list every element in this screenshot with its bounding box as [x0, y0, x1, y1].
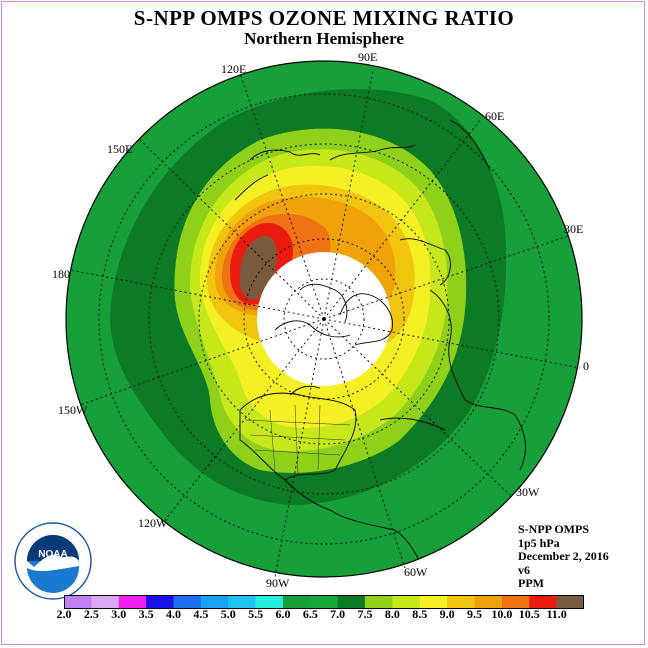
lon-label-30e: 30E [564, 222, 583, 236]
info-instrument: S-NPP OMPS [518, 522, 589, 536]
colorbar-ticks: 2.0 2.5 3.0 3.5 4.0 4.5 5.0 5.5 6.0 6.5 7.0 7.5 8.0 8… [0, 607, 648, 623]
colorbar-tick-label: 6.0 [275, 607, 291, 621]
colorbar-swatch [474, 595, 503, 609]
longitude-labels: 90E 60E 30E 0 30W 60W 90W 120W 150W 180 … [52, 50, 589, 590]
colorbar-swatch [447, 595, 475, 609]
lon-label-180: 180 [52, 267, 70, 281]
colorbar-tick-label: 3.5 [138, 607, 154, 621]
colorbar-frame [64, 595, 584, 609]
lon-label-60w: 60W [404, 565, 428, 579]
colorbar-tick-label: 2.5 [83, 607, 99, 621]
colorbar-swatch [146, 595, 174, 609]
lon-label-120w: 120W [138, 516, 168, 530]
colorbar-swatch [392, 595, 421, 609]
colorbar-tick-label: 6.5 [302, 607, 318, 621]
info-date: December 2, 2016 [518, 549, 609, 563]
lon-label-120e: 120E [221, 62, 246, 76]
info-level: 1p5 hPa [518, 535, 560, 550]
colorbar-swatch [255, 595, 284, 609]
colorbar-swatch [91, 595, 120, 609]
colorbar-tick-label: 5.0 [220, 607, 236, 621]
colorbar-tick-label: 10.0 [491, 607, 513, 621]
map-title: S-NPP OMPS OZONE MIXING RATIO [133, 6, 515, 30]
colorbar-swatch [282, 595, 311, 609]
colorbar-tick-label: 9.5 [467, 607, 483, 621]
colorbar-tick-label: 7.5 [357, 607, 373, 621]
colorbar-swatch [64, 595, 92, 609]
lon-label-0: 0 [583, 359, 589, 373]
graticule [69, 69, 581, 578]
colorbar-tick-label: 4.0 [165, 607, 181, 621]
colorbar [64, 595, 584, 609]
colorbar-tick-label: 11.0 [546, 607, 567, 621]
colorbar-tick-label: 7.0 [330, 607, 346, 621]
lon-label-90w: 90W [266, 576, 290, 590]
colorbar-swatch [529, 595, 557, 609]
lon-label-60e: 60E [485, 109, 504, 123]
state-borders [244, 404, 351, 476]
colorbar-swatch [365, 595, 393, 609]
colorbar-tick-label: 8.0 [384, 607, 400, 621]
lon-label-90e: 90E [358, 50, 377, 64]
colorbar-tick-label: 4.5 [193, 607, 209, 621]
colorbar-tick-label: 2.0 [56, 607, 72, 621]
colorbar-swatch [501, 595, 530, 609]
colorbar-swatch [556, 595, 584, 609]
product-info: S-NPP OMPS 1p5 hPa December 2, 2016 v6 P… [518, 522, 609, 591]
colorbar-swatch [419, 595, 448, 609]
colorbar-tick-label: 8.5 [412, 607, 428, 621]
lon-label-150e: 150E [107, 142, 132, 156]
colorbar-swatch [228, 595, 256, 609]
colorbar-swatch [200, 595, 229, 609]
coastlines [234, 119, 526, 576]
colorbar-swatch [173, 595, 202, 609]
colorbar-tick-label: 9.0 [439, 607, 455, 621]
noaa-logo: NOAA [14, 522, 92, 600]
noaa-logo-text: NOAA [38, 549, 67, 560]
map-boundary [65, 60, 583, 578]
lon-label-30w: 30W [516, 485, 540, 499]
colorbar-swatch [118, 595, 147, 609]
info-version: v6 [518, 562, 530, 577]
colorbar-swatch [310, 595, 338, 609]
info-units: PPM [518, 576, 544, 590]
colorbar-tick-label: 3.0 [111, 607, 127, 621]
colorbar-tick-label: 5.5 [248, 607, 264, 621]
map-subtitle: Northern Hemisphere [244, 29, 404, 48]
lon-label-150w: 150W [58, 403, 88, 417]
colorbar-swatch [337, 595, 366, 609]
colorbar-tick-label: 10.5 [518, 607, 540, 621]
